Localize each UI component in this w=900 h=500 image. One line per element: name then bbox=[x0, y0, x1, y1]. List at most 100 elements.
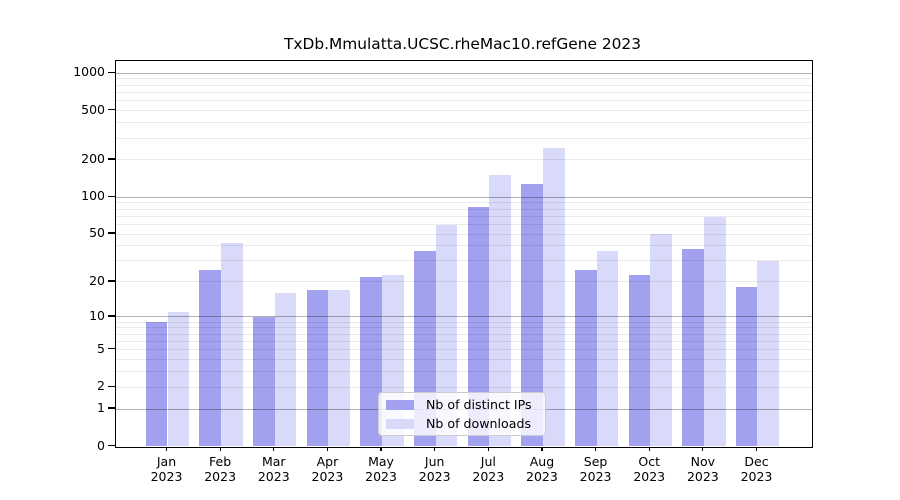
gridline-major bbox=[115, 316, 812, 318]
y-tick-label: 1000 bbox=[73, 64, 105, 80]
y-tick-mark bbox=[108, 407, 115, 409]
x-tick-label: Feb 2023 bbox=[204, 453, 237, 485]
bar-nb-of-downloads-oct-2023 bbox=[650, 234, 672, 447]
legend-swatch-distinct-ips bbox=[386, 399, 414, 410]
gridline-minor bbox=[115, 84, 812, 86]
bar-nb-of-downloads-feb-2023 bbox=[221, 243, 243, 447]
gridline-minor bbox=[115, 110, 812, 112]
gridline-minor bbox=[115, 100, 812, 102]
gridline-minor bbox=[115, 122, 812, 124]
bar-nb-of-distinct-ips-jan-2023 bbox=[145, 322, 168, 447]
bar-nb-of-distinct-ips-mar-2023 bbox=[253, 316, 275, 447]
x-tick-mark bbox=[380, 446, 382, 452]
legend-swatch-downloads bbox=[386, 418, 414, 429]
gridline-minor bbox=[115, 233, 812, 235]
y-tick-mark bbox=[108, 280, 115, 282]
y-tick-label: 50 bbox=[89, 225, 105, 241]
y-tick-label: 100 bbox=[81, 188, 105, 204]
y-tick-mark bbox=[108, 232, 115, 234]
x-tick-label: Oct 2023 bbox=[633, 453, 666, 485]
x-tick-mark bbox=[541, 446, 543, 452]
x-tick-label: Mar 2023 bbox=[257, 453, 290, 485]
gridline-minor bbox=[115, 333, 812, 335]
bar-nb-of-distinct-ips-aug-2023 bbox=[521, 184, 543, 447]
x-tick-label: Apr 2023 bbox=[311, 453, 344, 485]
gridline-minor bbox=[115, 386, 812, 388]
gridline-major bbox=[115, 196, 812, 198]
bar-nb-of-downloads-jul-2023 bbox=[489, 175, 511, 447]
bar-nb-of-downloads-nov-2023 bbox=[703, 216, 726, 447]
x-tick-mark bbox=[702, 446, 704, 452]
bar-nb-of-distinct-ips-apr-2023 bbox=[306, 290, 329, 447]
bar-nb-of-distinct-ips-dec-2023 bbox=[735, 287, 758, 447]
bar-nb-of-distinct-ips-sep-2023 bbox=[574, 270, 597, 447]
gridline-minor bbox=[115, 371, 812, 373]
bars-layer bbox=[116, 61, 812, 447]
x-tick-label: Aug 2023 bbox=[526, 453, 558, 485]
gridline-minor bbox=[115, 260, 812, 262]
gridline-minor bbox=[115, 349, 812, 351]
legend: Nb of distinct IPs Nb of downloads bbox=[378, 392, 546, 436]
grid-layer bbox=[115, 61, 812, 447]
gridline-minor bbox=[115, 281, 812, 283]
gridline-minor bbox=[115, 91, 812, 93]
gridline-major bbox=[115, 72, 812, 74]
gridline-minor bbox=[115, 321, 812, 323]
bar-nb-of-downloads-aug-2023 bbox=[542, 147, 565, 447]
gridline-minor bbox=[115, 159, 812, 161]
gridline-minor bbox=[115, 215, 812, 217]
y-tick-label: 20 bbox=[89, 272, 105, 288]
bar-nb-of-distinct-ips-feb-2023 bbox=[199, 270, 222, 447]
x-tick-mark bbox=[594, 446, 597, 452]
bar-nb-of-downloads-dec-2023 bbox=[757, 260, 780, 447]
x-tick-label: May 2023 bbox=[365, 453, 397, 485]
y-tick-label: 10 bbox=[89, 307, 105, 323]
gridline-minor bbox=[115, 137, 812, 139]
x-tick-mark bbox=[648, 446, 650, 452]
x-tick-label: Nov 2023 bbox=[686, 453, 719, 485]
gridline-minor bbox=[115, 245, 812, 247]
y-tick-mark bbox=[108, 444, 115, 447]
gridline-minor bbox=[115, 327, 812, 329]
bar-nb-of-downloads-jan-2023 bbox=[167, 312, 190, 447]
legend-item-downloads: Nb of downloads bbox=[386, 416, 540, 431]
gridline-minor bbox=[115, 223, 812, 225]
gridline-minor bbox=[115, 340, 812, 342]
x-tick-mark bbox=[165, 446, 168, 452]
x-tick-label: Jun 2023 bbox=[418, 453, 451, 485]
chart-title: TxDb.Mmulatta.UCSC.rheMac10.refGene 2023 bbox=[283, 35, 642, 53]
y-tick-mark bbox=[108, 71, 115, 73]
bar-nb-of-downloads-jun-2023 bbox=[435, 225, 458, 447]
x-tick-label: Jan 2023 bbox=[150, 453, 183, 485]
legend-label-downloads: Nb of downloads bbox=[426, 416, 532, 431]
y-tick-mark bbox=[108, 108, 115, 111]
y-tick-mark bbox=[108, 158, 115, 160]
x-tick-mark bbox=[755, 446, 758, 452]
x-tick-mark bbox=[487, 446, 489, 452]
y-tick-mark bbox=[108, 385, 115, 387]
x-tick-label: Sep 2023 bbox=[579, 453, 612, 485]
x-tick-label: Dec 2023 bbox=[740, 453, 773, 485]
y-tick-mark bbox=[108, 315, 115, 317]
bar-nb-of-distinct-ips-oct-2023 bbox=[628, 274, 651, 447]
gridline-minor bbox=[115, 202, 812, 204]
x-tick-mark bbox=[273, 446, 275, 452]
y-tick-label: 1 bbox=[97, 400, 105, 416]
bar-nb-of-distinct-ips-jul-2023 bbox=[467, 207, 490, 447]
bar-nb-of-downloads-mar-2023 bbox=[274, 293, 297, 447]
gridline-minor bbox=[115, 208, 812, 210]
x-tick-mark bbox=[219, 446, 221, 452]
gridline-minor bbox=[115, 359, 812, 361]
y-tick-label: 5 bbox=[97, 340, 105, 356]
x-tick-mark bbox=[434, 446, 436, 452]
legend-item-distinct-ips: Nb of distinct IPs bbox=[386, 397, 540, 412]
legend-label-distinct-ips: Nb of distinct IPs bbox=[426, 397, 532, 412]
x-tick-mark bbox=[326, 446, 328, 452]
y-tick-label: 500 bbox=[81, 101, 105, 117]
bar-nb-of-distinct-ips-may-2023 bbox=[360, 277, 383, 447]
y-tick-label: 2 bbox=[97, 378, 105, 394]
y-tick-label: 0 bbox=[97, 437, 105, 453]
plot-area bbox=[114, 59, 813, 448]
x-tick-label: Jul 2023 bbox=[472, 453, 505, 485]
